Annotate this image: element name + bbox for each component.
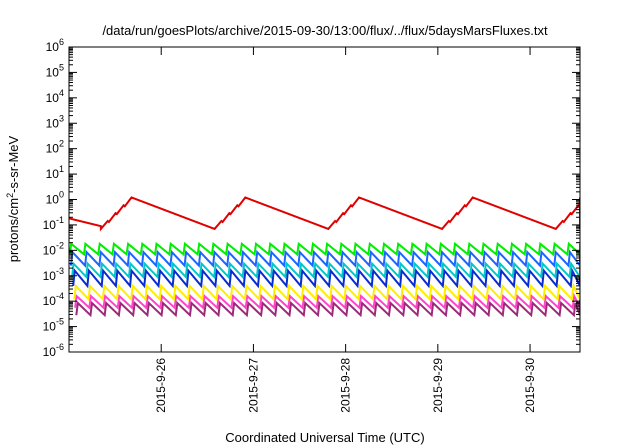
series-line-2 bbox=[69, 241, 580, 257]
y-tick-label: 10-4 bbox=[43, 291, 64, 308]
y-axis-title-exponent: 2 bbox=[5, 193, 15, 198]
chart-title: /data/run/goesPlots/archive/2015-09-30/1… bbox=[102, 23, 548, 38]
x-tick-label: 2015-9-30 bbox=[523, 358, 537, 413]
y-tick-label: 105 bbox=[46, 62, 64, 79]
ticks-layer: 10-6 10-5 10-4 10-3 10-2 10-1 100 101 102 103 104 1… bbox=[43, 37, 580, 413]
series-line-6 bbox=[73, 282, 580, 302]
series-line-8 bbox=[75, 300, 580, 318]
y-tick-label: 10-6 bbox=[43, 342, 64, 359]
y-tick-label: 100 bbox=[46, 190, 64, 207]
y-tick-label: 10-1 bbox=[43, 215, 64, 232]
y-tick-label: 101 bbox=[46, 164, 64, 181]
y-tick-label: 103 bbox=[46, 113, 64, 130]
x-tick-label: 2015-9-29 bbox=[431, 358, 445, 413]
series-line-3 bbox=[69, 249, 580, 268]
x-tick-label: 2015-9-26 bbox=[154, 358, 168, 413]
y-tick-label: 10-3 bbox=[43, 266, 64, 283]
x-axis-title: Coordinated Universal Time (UTC) bbox=[225, 430, 424, 445]
x-tick-label: 2015-9-28 bbox=[339, 358, 353, 413]
series-layer bbox=[69, 196, 580, 318]
x-tick-label: 2015-9-27 bbox=[246, 358, 260, 413]
series-line-5 bbox=[72, 267, 580, 289]
y-axis-title-rest: -s-sr-MeV bbox=[6, 135, 21, 192]
series-line-4 bbox=[71, 260, 580, 280]
series-line-1 bbox=[69, 196, 580, 232]
y-tick-label: 102 bbox=[46, 139, 64, 156]
y-axis-title: protons/cm2-s-sr-MeV bbox=[5, 135, 21, 262]
y-tick-label: 104 bbox=[46, 88, 64, 105]
y-axis-title-main: protons/cm bbox=[6, 198, 21, 262]
y-tick-label: 10-5 bbox=[43, 317, 64, 334]
series-line-7 bbox=[74, 292, 580, 310]
y-tick-label: 10-2 bbox=[43, 240, 64, 257]
y-tick-label: 106 bbox=[46, 37, 64, 54]
